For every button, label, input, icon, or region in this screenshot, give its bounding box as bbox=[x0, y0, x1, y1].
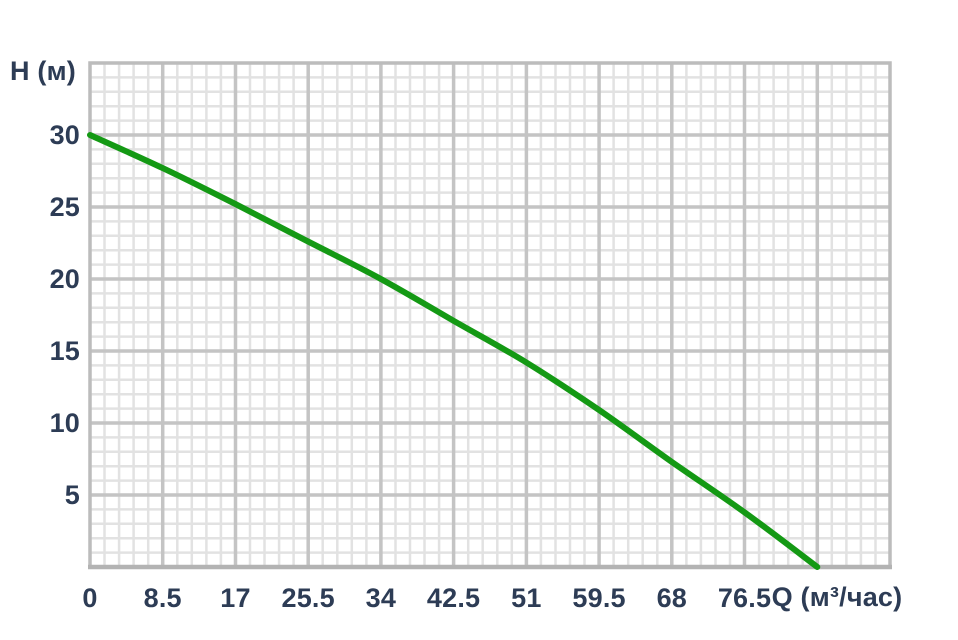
y-tick-label: 5 bbox=[64, 480, 80, 510]
y-tick-label: 25 bbox=[49, 192, 80, 222]
x-tick-label: 51 bbox=[511, 583, 542, 613]
grid-minor-lines bbox=[90, 63, 890, 567]
x-axis-title: Q (м³/час) bbox=[771, 582, 903, 612]
y-tick-label: 15 bbox=[49, 336, 80, 366]
x-tick-label: 0 bbox=[82, 583, 98, 613]
x-tick-label: 17 bbox=[220, 583, 251, 613]
x-tick-label: 68 bbox=[656, 583, 688, 613]
y-axis-title: H (м) bbox=[10, 56, 76, 86]
x-tick-label: 76.5 bbox=[717, 583, 772, 613]
series-layer bbox=[87, 132, 821, 570]
x-tick-label: 34 bbox=[365, 583, 397, 613]
x-tick-label: 25.5 bbox=[281, 583, 335, 613]
x-tick-label: 59.5 bbox=[572, 583, 626, 613]
y-tick-label: 20 bbox=[49, 264, 80, 294]
pump-curve bbox=[87, 132, 821, 570]
y-tick-label: 10 bbox=[49, 408, 80, 438]
x-tick-label: 42.5 bbox=[426, 583, 481, 613]
y-tick-label: 30 bbox=[49, 120, 80, 150]
plot-border bbox=[88, 61, 892, 569]
x-tick-label: 8.5 bbox=[143, 583, 182, 613]
grid-major-lines bbox=[90, 63, 890, 567]
plot-frame bbox=[88, 61, 892, 570]
